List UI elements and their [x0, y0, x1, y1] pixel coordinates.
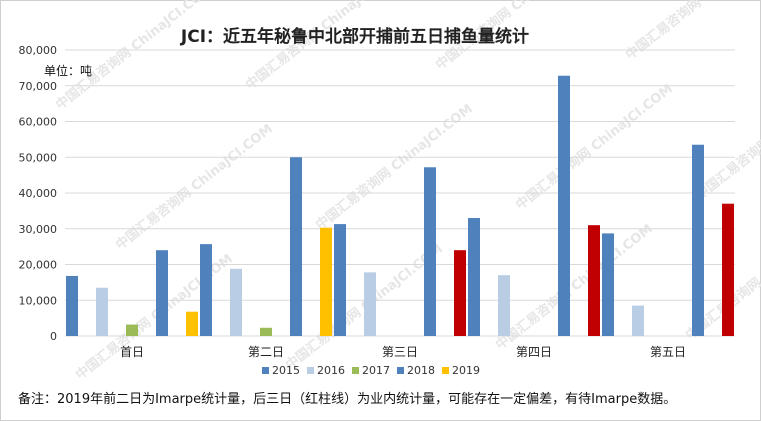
y-axis-ticks: 0 10,000 20,000 30,000 40,000 50,000 60,000 70,… — [19, 44, 58, 343]
y-tick-label: 10,000 — [19, 294, 58, 307]
bar-2016-4 — [632, 305, 644, 336]
bars — [66, 75, 734, 337]
bar-2015-4 — [602, 233, 614, 336]
chart-title: JCI：近五年秘鲁中北部开捕前五日捕鱼量统计 — [180, 26, 529, 47]
unit-label: 单位：吨 — [44, 63, 92, 78]
watermark-text: 中国汇易咨询网 ChinaJCI.COM — [493, 221, 656, 353]
bar-2016-1 — [230, 268, 242, 336]
bar-2018-4 — [692, 144, 704, 336]
y-tick-label: 70,000 — [19, 80, 58, 93]
x-tick-label: 第四日 — [516, 345, 552, 359]
bar-2017-0 — [126, 324, 138, 336]
x-tick-label: 第五日 — [650, 345, 686, 359]
x-tick-label: 第二日 — [248, 345, 284, 359]
bar-2018-1 — [290, 157, 302, 336]
watermark-text: 中国汇易咨询网 ChinaJCI.COM — [53, 0, 216, 113]
y-tick-label: 60,000 — [19, 116, 58, 129]
x-axis-labels: 首日 第二日 第三日 第四日 第五日 — [120, 345, 686, 359]
legend: 2015 2016 2017 2018 2019 — [262, 364, 480, 377]
bar-2016-3 — [498, 275, 510, 336]
bar-2019-3 — [588, 225, 600, 336]
legend-swatch — [262, 367, 269, 374]
y-tick-label: 30,000 — [19, 223, 58, 236]
legend-swatch — [307, 367, 314, 374]
watermark-text: 中国汇易咨询网 ChinaJCI.COM — [113, 121, 276, 253]
bar-2015-2 — [334, 224, 346, 336]
legend-label: 2015 — [272, 364, 300, 377]
bar-2015-3 — [468, 218, 480, 336]
watermark-text: 中国汇易咨询网 ChinaJCI.COM — [313, 101, 476, 233]
legend-label: 2017 — [362, 364, 390, 377]
legend-label: 2016 — [317, 364, 345, 377]
bar-2019-2 — [454, 250, 466, 336]
y-tick-label: 40,000 — [19, 187, 58, 200]
bar-2019-1 — [320, 227, 332, 336]
legend-label: 2019 — [452, 364, 480, 377]
legend-label: 2018 — [407, 364, 435, 377]
legend-swatch — [397, 367, 404, 374]
legend-swatch — [442, 367, 449, 374]
legend-swatch — [352, 367, 359, 374]
y-tick-label: 80,000 — [19, 44, 58, 57]
bar-2015-0 — [66, 275, 78, 336]
gridlines — [65, 49, 735, 337]
footnote: 备注：2019年前二日为Imarpe统计量，后三日（红柱线）为业内统计量，可能存… — [18, 392, 677, 407]
watermark-text: 中国汇易咨询网 ChinaJCI.COM — [623, 0, 761, 63]
bar-2015-1 — [200, 244, 212, 336]
y-tick-label: 0 — [50, 330, 57, 343]
bar-2017-1 — [260, 327, 272, 336]
bar-2019-4 — [722, 203, 734, 336]
bar-2016-2 — [364, 272, 376, 336]
bar-2019-0 — [186, 311, 198, 336]
bar-2018-0 — [156, 250, 168, 336]
y-tick-label: 50,000 — [19, 151, 58, 164]
bar-2018-3 — [558, 75, 570, 337]
x-tick-label: 第三日 — [382, 345, 418, 359]
bar-2018-2 — [424, 167, 436, 336]
x-tick-label: 首日 — [120, 345, 144, 359]
bar-2016-0 — [96, 287, 108, 336]
y-tick-label: 20,000 — [19, 259, 58, 272]
